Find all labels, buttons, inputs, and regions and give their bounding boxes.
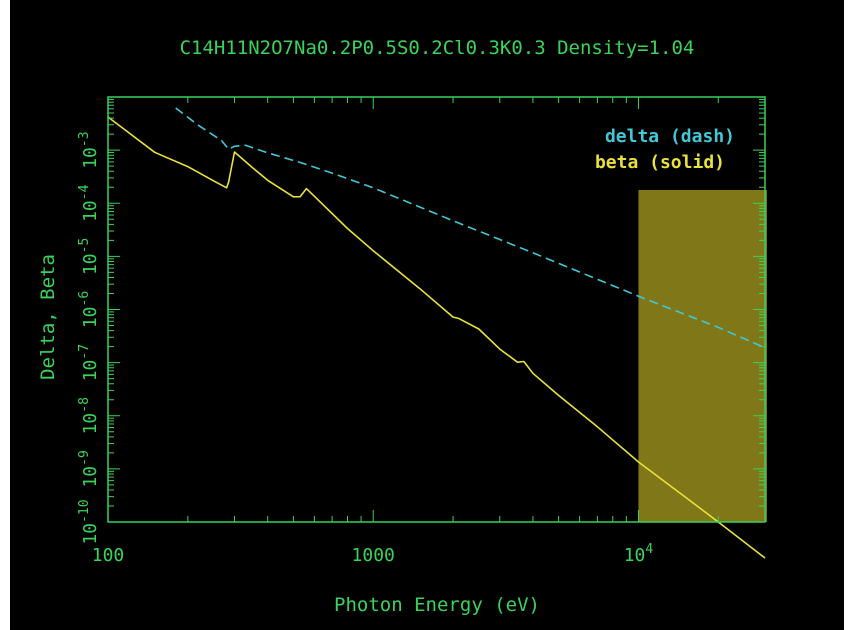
chart-title: C14H11N2O7Na0.2P0.5S0.2Cl0.3K0.3 Density… [180, 37, 695, 59]
y-tick-label: 10-5 [77, 238, 101, 275]
legend-entry-beta: beta (solid) [595, 152, 725, 173]
x-axis-label: Photon Energy (eV) [334, 594, 540, 616]
x-tick-label: 104 [624, 542, 654, 566]
series-layer [107, 107, 766, 559]
series-line-delta [175, 107, 766, 349]
highlight-region [638, 190, 767, 522]
highlight-layer [638, 190, 767, 522]
y-tick-label: 10-10 [77, 499, 101, 544]
y-tick-label: 10-6 [77, 291, 101, 328]
x-tick-label: 100 [92, 545, 125, 566]
axes-layer: 100 1000 104 10-10 10-9 10-8 10-7 10-6 10-5 10-4 1… [77, 96, 766, 566]
y-tick-label: 10-4 [77, 184, 101, 222]
y-axis-label: Delta, Beta [37, 254, 59, 380]
chart-frame: C14H11N2O7Na0.2P0.5S0.2Cl0.3K0.3 Density… [10, 0, 844, 630]
x-tick-label: 1000 [352, 545, 395, 566]
legend-entry-delta: delta (dash) [605, 126, 735, 147]
legend: delta (dash) beta (solid) [595, 126, 735, 173]
y-tick-label: 10-3 [77, 131, 101, 168]
y-tick-label: 10-8 [77, 397, 101, 434]
chart-svg: C14H11N2O7Na0.2P0.5S0.2Cl0.3K0.3 Density… [10, 0, 844, 630]
y-tick-label: 10-9 [77, 450, 101, 487]
series-line-beta [107, 116, 766, 559]
y-tick-label: 10-7 [77, 344, 101, 381]
